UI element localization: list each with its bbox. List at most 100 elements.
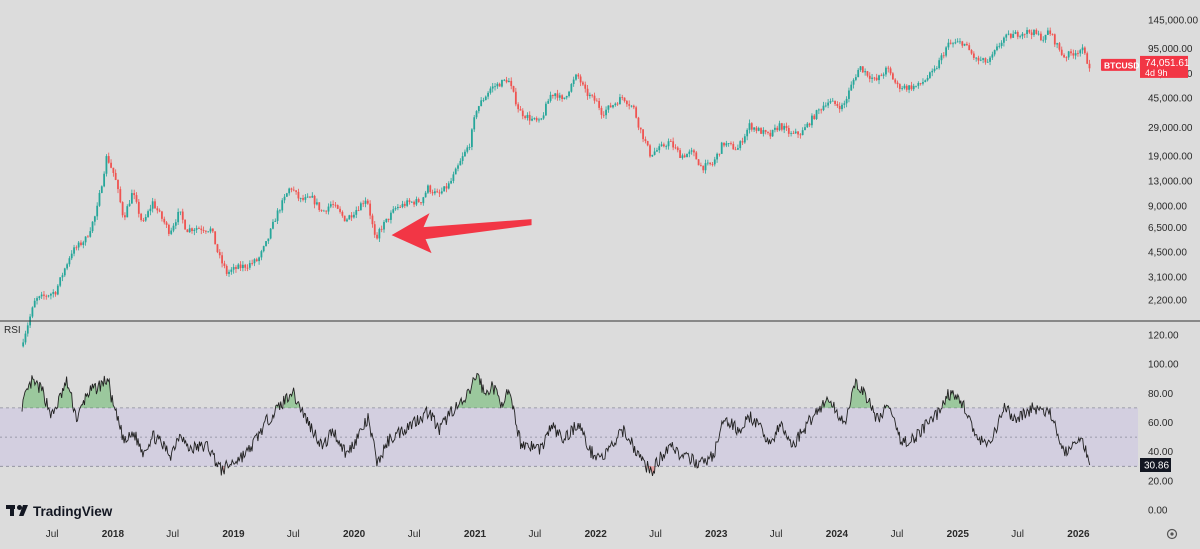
candle-body-196	[475, 111, 478, 118]
candle-body-222	[535, 118, 538, 121]
candle-body-277	[662, 144, 665, 147]
candle-body-298	[711, 164, 714, 165]
candle-body-268	[642, 129, 644, 140]
candle-body-75	[195, 228, 198, 230]
candle-body-60	[161, 211, 163, 219]
rsi-tick-label: 120.00	[1148, 331, 1179, 342]
candle-body-52	[142, 220, 145, 221]
time-tick-month: Jul	[408, 529, 421, 540]
candle-body-74	[193, 229, 196, 232]
candle-body-425	[1005, 34, 1008, 38]
candle-body-324	[771, 129, 774, 137]
candle-body-293	[700, 165, 702, 167]
candle-body-303	[723, 142, 725, 146]
candle-body-292	[697, 159, 700, 166]
candle-body-151	[371, 215, 374, 225]
candle-body-351	[834, 100, 836, 105]
candle-body-217	[524, 116, 526, 118]
candle-body-82	[211, 228, 214, 232]
candle-body-49	[135, 195, 138, 202]
candle-body-434	[1026, 30, 1028, 35]
candle-body-332	[790, 133, 793, 134]
price-tick-label: 145,000.00	[1148, 16, 1198, 27]
candle-body-255	[612, 105, 614, 108]
candle-body-104	[262, 246, 265, 252]
candle-body-257	[616, 103, 619, 105]
price-pane[interactable]	[22, 27, 1091, 348]
candle-body-15	[56, 285, 59, 295]
candle-body-100	[253, 259, 256, 264]
candle-body-149	[366, 200, 369, 204]
candle-body-158	[387, 218, 390, 220]
candle-body-134	[332, 204, 335, 205]
candle-body-443	[1046, 30, 1049, 35]
candle-body-188	[457, 165, 459, 169]
logo-stem	[10, 505, 14, 516]
candle-body-417	[986, 61, 989, 63]
candle-body-362	[859, 66, 862, 70]
candle-body-76	[198, 228, 200, 229]
candle-body-440	[1040, 33, 1042, 41]
time-axis[interactable]: Jul 2018 Jul 2019 Jul 2020 Jul 2021 Jul 2022 Jul 20…	[46, 528, 1178, 540]
candle-body-318	[757, 128, 760, 131]
candle-body-270	[646, 141, 649, 146]
candle-body-186	[452, 174, 455, 181]
candle-body-337	[801, 130, 804, 136]
candle-body-21	[70, 253, 73, 259]
time-tick-month: Jul	[649, 529, 662, 540]
candle-body-331	[787, 128, 790, 134]
candle-body-349	[829, 101, 832, 103]
rsi-axis[interactable]: 120.00 100.00 80.00 60.00 40.00 20.00 0.00 30.8…	[1140, 331, 1179, 517]
candle-body-234	[563, 97, 566, 100]
candle-body-145	[357, 210, 360, 211]
rsi-pane[interactable]: RSI	[0, 325, 1138, 476]
candle-body-402	[952, 43, 954, 45]
candle-body-32	[96, 205, 99, 217]
candle-body-85	[218, 252, 221, 256]
candle-body-215	[519, 109, 522, 111]
price-tick-label: 19,000.00	[1148, 151, 1193, 162]
candle-body-54	[147, 211, 149, 218]
candle-body-34	[100, 186, 103, 193]
candle-body-278	[665, 146, 668, 148]
candle-body-1	[24, 333, 27, 343]
candle-body-210	[508, 80, 510, 83]
candle-body-125	[311, 195, 314, 198]
candle-body-118	[295, 190, 297, 192]
candle-body-350	[831, 100, 834, 102]
candle-body-411	[972, 53, 975, 58]
candle-body-253	[607, 105, 610, 110]
candle-body-237	[570, 84, 573, 92]
annotation-layer[interactable]	[391, 213, 532, 254]
candle-body-170	[415, 199, 418, 205]
candle-body-285	[681, 155, 684, 159]
candle-body-302	[720, 142, 723, 154]
gear-icon	[1166, 528, 1178, 540]
candle-body-433	[1023, 33, 1026, 35]
candle-body-173	[422, 197, 425, 204]
candle-body-400	[947, 42, 950, 48]
candle-body-35	[103, 173, 106, 187]
candle-body-383	[908, 85, 910, 90]
candle-body-162	[396, 206, 399, 209]
candle-body-41	[117, 180, 119, 190]
price-axis[interactable]: 145,000.0095,000.0065,000.0045,000.0029,…	[1101, 16, 1198, 307]
candle-body-263	[630, 105, 633, 107]
candle-body-274	[656, 150, 658, 152]
candle-body-203	[491, 86, 494, 89]
candle-body-96	[244, 264, 247, 268]
candle-body-310	[739, 141, 742, 149]
candle-body-179	[436, 191, 439, 193]
candle-body-388	[919, 83, 922, 84]
candle-body-160	[392, 209, 395, 213]
candle-body-252	[605, 109, 607, 116]
candle-body-446	[1053, 34, 1056, 45]
candle-body-375	[889, 68, 892, 74]
candle-body-327	[778, 123, 781, 131]
price-tick-label: 29,000.00	[1148, 123, 1193, 134]
candle-body-301	[718, 153, 721, 155]
candle-body-98	[248, 263, 251, 268]
candle-body-442	[1044, 34, 1047, 40]
candle-body-152	[373, 224, 376, 235]
